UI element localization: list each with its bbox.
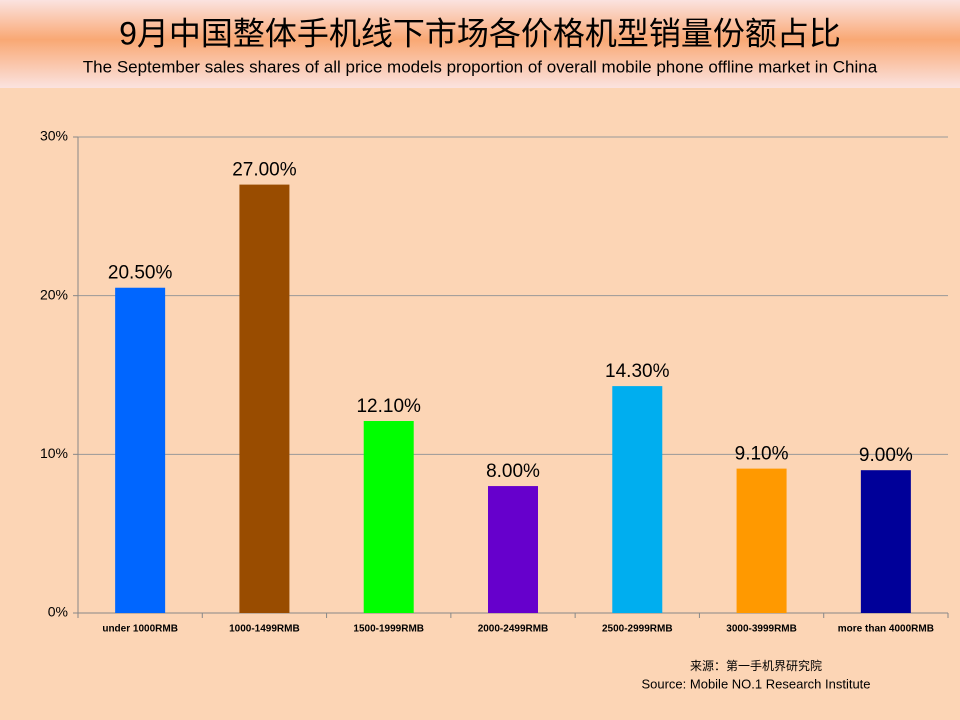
- value-label: 9.00%: [859, 445, 913, 466]
- bar: [860, 470, 911, 613]
- chart-subtitle: The September sales shares of all price …: [83, 57, 878, 76]
- y-tick-label: 0%: [48, 604, 68, 620]
- bar: [115, 287, 166, 613]
- x-tick-label: 2000-2499RMB: [478, 624, 549, 635]
- x-tick-label: 1500-1999RMB: [353, 624, 424, 635]
- value-label: 8.00%: [486, 461, 540, 482]
- value-label: 12.10%: [356, 396, 421, 417]
- y-tick-label: 10%: [40, 445, 68, 461]
- bar: [363, 421, 414, 613]
- title-band: [0, 0, 960, 88]
- x-tick-label: more than 4000RMB: [838, 624, 934, 635]
- y-tick-label: 30%: [40, 128, 68, 144]
- bar: [239, 184, 290, 613]
- source-cn: 来源：第一手机界研究院: [690, 658, 822, 673]
- bar: [612, 386, 663, 613]
- bar: [736, 468, 787, 613]
- value-label: 9.10%: [735, 444, 789, 465]
- x-tick-label: 1000-1499RMB: [229, 624, 300, 635]
- x-tick-label: under 1000RMB: [102, 624, 178, 635]
- x-tick-label: 3000-3999RMB: [726, 624, 797, 635]
- value-label: 14.30%: [605, 361, 670, 382]
- y-tick-label: 20%: [40, 286, 68, 302]
- x-tick-label: 2500-2999RMB: [602, 624, 673, 635]
- value-label: 27.00%: [232, 160, 297, 181]
- bar: [488, 486, 538, 613]
- source-en: Source: Mobile NO.1 Research Institute: [641, 676, 870, 691]
- chart-title: 9月中国整体手机线下市场各价格机型销量份额占比: [119, 15, 841, 51]
- value-label: 20.50%: [108, 263, 173, 284]
